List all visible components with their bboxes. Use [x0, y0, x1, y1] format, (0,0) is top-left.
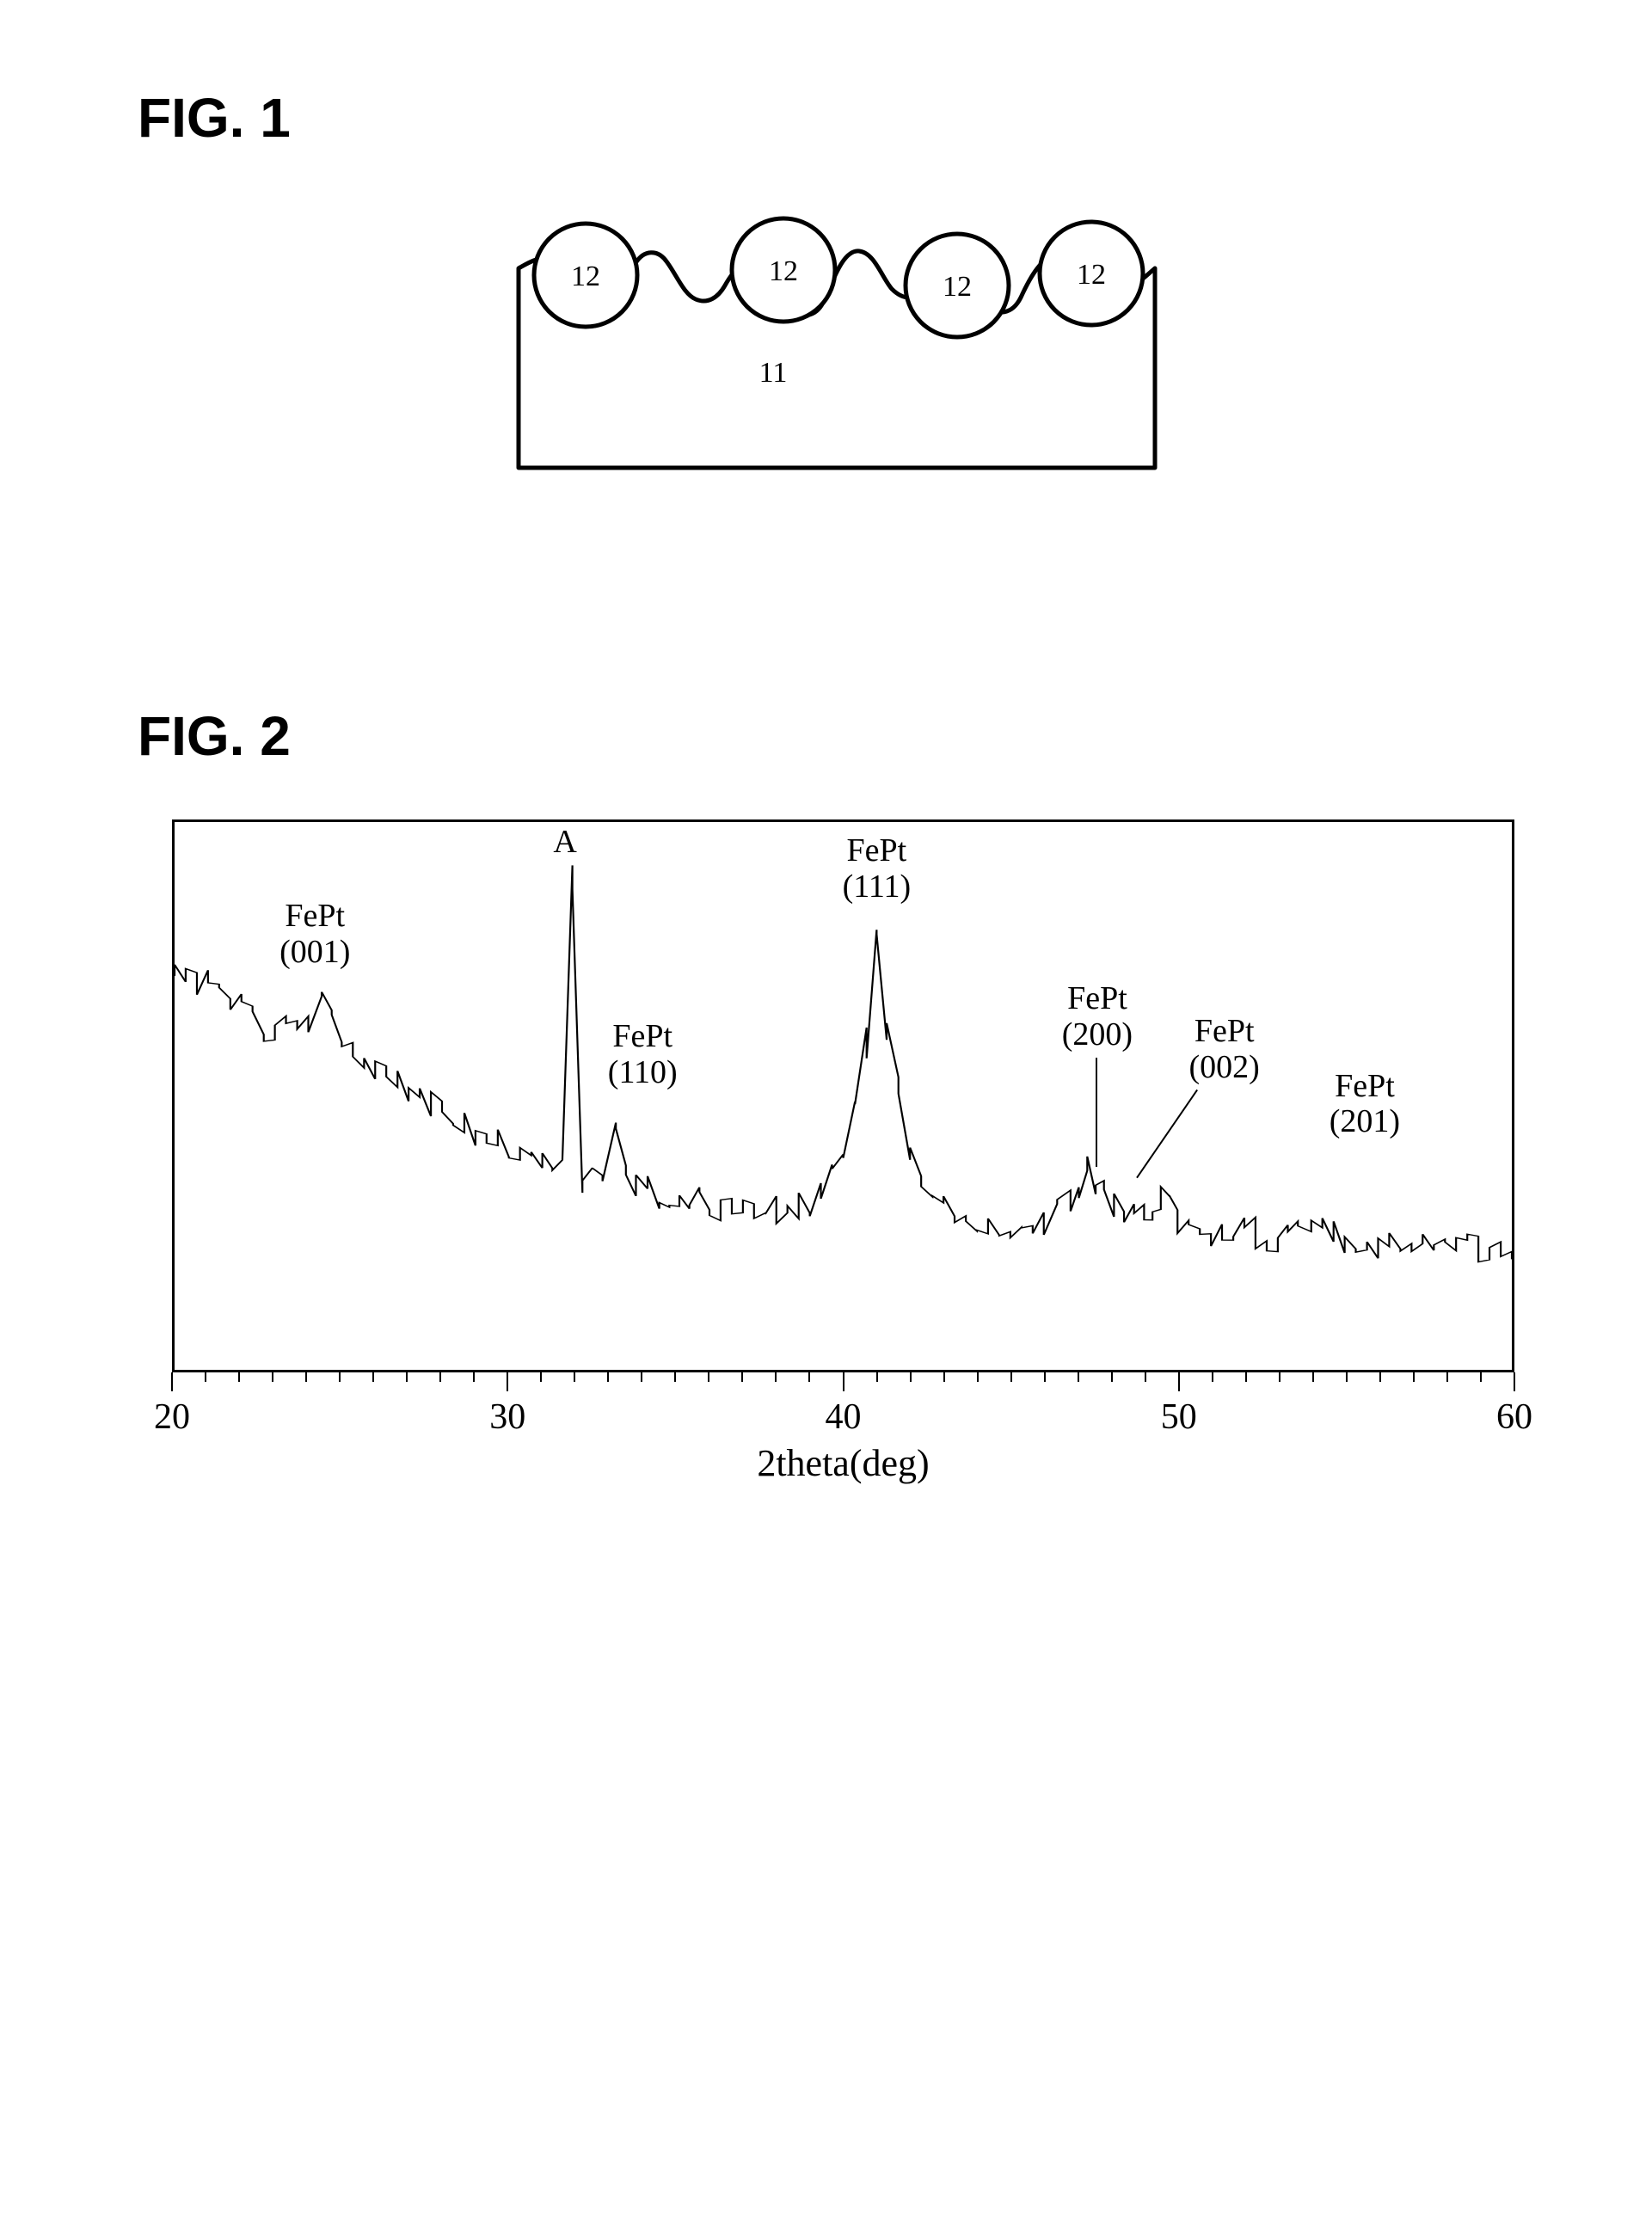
peak-label-5: FePt(002): [1189, 1014, 1260, 1086]
xtick-major: [1178, 1372, 1180, 1391]
xtick-minor: [1078, 1372, 1079, 1382]
xtick-label: 20: [154, 1396, 190, 1438]
xtick-minor: [238, 1372, 240, 1382]
x-axis-title: 2theta(deg): [172, 1441, 1514, 1485]
peak-label-1: A: [553, 825, 576, 861]
xtick-minor: [708, 1372, 709, 1382]
xtick-minor: [977, 1372, 979, 1382]
xtick-major: [507, 1372, 508, 1391]
xtick-label: 50: [1161, 1396, 1197, 1438]
xtick-minor: [607, 1372, 609, 1382]
xtick-major: [171, 1372, 173, 1391]
fig1-cross-section-diagram: 12 12 12 12 11: [457, 201, 1196, 511]
xtick-label: 60: [1496, 1396, 1532, 1438]
peak-label-top-6: FePt: [1330, 1069, 1400, 1105]
xtick-minor: [1379, 1372, 1381, 1382]
xtick-minor: [1480, 1372, 1482, 1382]
particle-label-2: 12: [769, 255, 798, 287]
peak-leader-4: [1096, 1058, 1097, 1167]
fig1-label: FIG. 1: [138, 86, 1514, 150]
xtick-minor: [540, 1372, 542, 1382]
particle-label-3: 12: [943, 271, 972, 303]
xtick-minor: [439, 1372, 441, 1382]
xtick-minor: [876, 1372, 878, 1382]
fig2-container: FePt(001)AFePt(110)FePt(111)FePt(200)FeP…: [138, 819, 1514, 1490]
xtick-minor: [1212, 1372, 1213, 1382]
peak-label-bottom-0: (001): [279, 935, 350, 971]
peak-label-6: FePt(201): [1330, 1069, 1400, 1141]
xtick-minor: [406, 1372, 408, 1382]
xtick-minor: [1446, 1372, 1448, 1382]
peak-label-3: FePt(111): [843, 833, 912, 905]
xtick-minor: [1044, 1372, 1046, 1382]
xtick-minor: [574, 1372, 575, 1382]
xtick-minor: [1245, 1372, 1247, 1382]
xtick-minor: [1346, 1372, 1348, 1382]
xtick-minor: [1145, 1372, 1146, 1382]
xtick-minor: [305, 1372, 307, 1382]
peak-label-bottom-5: (002): [1189, 1050, 1260, 1086]
xtick-minor: [943, 1372, 945, 1382]
xtick-major: [1514, 1372, 1515, 1391]
peak-label-top-1: A: [553, 825, 576, 861]
xtick-minor: [808, 1372, 810, 1382]
xtick-minor: [473, 1372, 475, 1382]
fig1-container: 12 12 12 12 11: [138, 201, 1514, 515]
fig2-label: FIG. 2: [138, 704, 1514, 768]
xtick-label: 30: [489, 1396, 525, 1438]
xtick-minor: [205, 1372, 206, 1382]
xtick-minor: [372, 1372, 374, 1382]
peak-label-top-0: FePt: [279, 899, 350, 935]
xtick-major: [843, 1372, 844, 1391]
xrd-trace: [175, 865, 1512, 1261]
peak-label-top-4: FePt: [1062, 981, 1133, 1017]
peak-label-top-3: FePt: [843, 833, 912, 869]
particle-label-4: 12: [1077, 259, 1106, 291]
xtick-minor: [674, 1372, 676, 1382]
peak-label-bottom-4: (200): [1062, 1017, 1133, 1053]
peak-label-0: FePt(001): [279, 899, 350, 971]
xtick-minor: [272, 1372, 273, 1382]
xtick-minor: [641, 1372, 642, 1382]
particle-label-1: 12: [571, 261, 600, 292]
xtick-minor: [1312, 1372, 1314, 1382]
xtick-minor: [741, 1372, 743, 1382]
xtick-minor: [1279, 1372, 1280, 1382]
xrd-plot-area: FePt(001)AFePt(110)FePt(111)FePt(200)FeP…: [172, 819, 1514, 1370]
xtick-label: 40: [826, 1396, 862, 1438]
peak-label-bottom-6: (201): [1330, 1104, 1400, 1140]
xtick-minor: [339, 1372, 341, 1382]
xtick-minor: [775, 1372, 777, 1382]
peak-label-4: FePt(200): [1062, 981, 1133, 1053]
peak-label-2: FePt(110): [608, 1019, 678, 1091]
peak-label-bottom-3: (111): [843, 869, 912, 905]
peak-label-top-2: FePt: [608, 1019, 678, 1055]
peak-label-bottom-2: (110): [608, 1055, 678, 1091]
xtick-minor: [1010, 1372, 1012, 1382]
peak-label-top-5: FePt: [1189, 1014, 1260, 1050]
xtick-minor: [1111, 1372, 1113, 1382]
substrate-label: 11: [758, 357, 787, 389]
xtick-minor: [910, 1372, 912, 1382]
xtick-minor: [1413, 1372, 1415, 1382]
xrd-x-axis: 2theta(deg) 2030405060: [172, 1370, 1514, 1490]
